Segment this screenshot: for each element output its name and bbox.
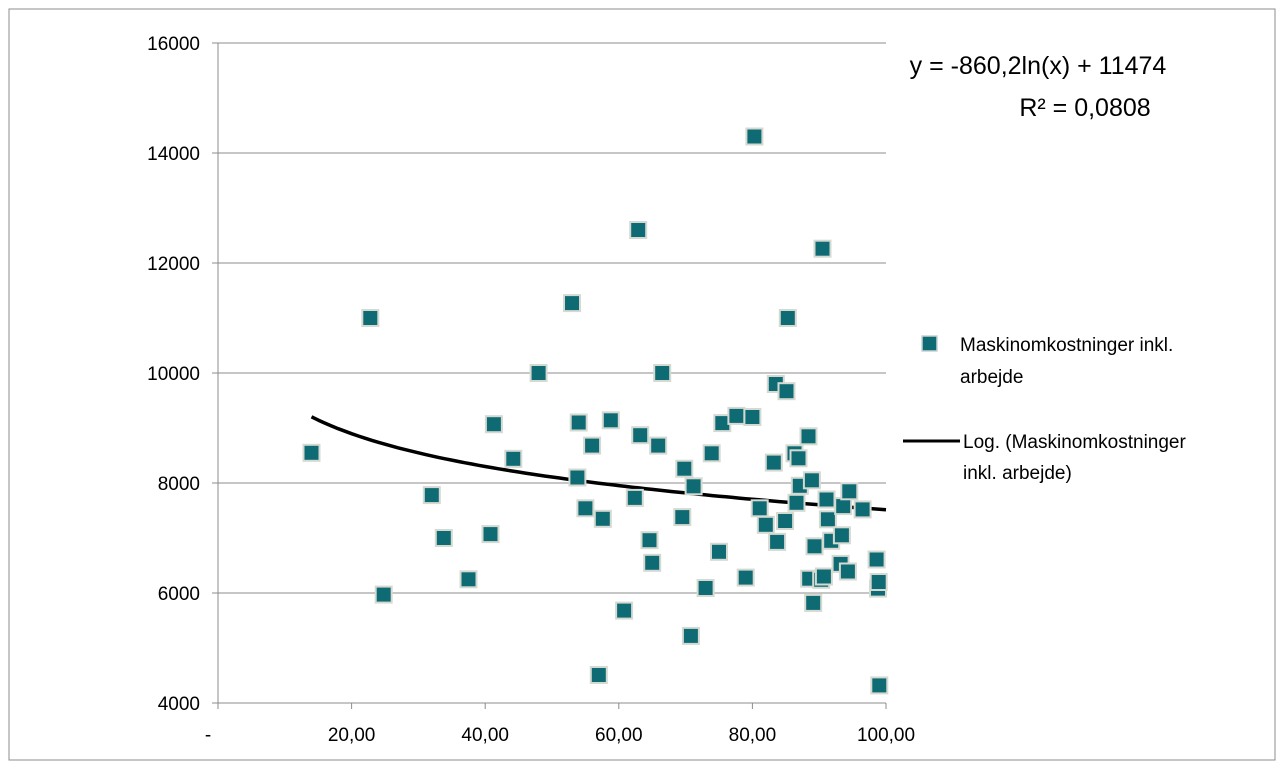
data-point bbox=[696, 579, 715, 597]
data-point bbox=[673, 508, 692, 527]
data-point bbox=[481, 525, 500, 544]
data-point bbox=[615, 601, 634, 620]
y-tick-label: 6000 bbox=[158, 584, 200, 605]
y-axis-ticks: 4000 6000 8000 10000 12000 14000 16000 bbox=[147, 34, 218, 715]
data-point bbox=[702, 444, 721, 463]
data-point bbox=[529, 364, 548, 382]
y-tick-label: 10000 bbox=[147, 364, 200, 385]
data-point bbox=[649, 436, 668, 455]
data-point bbox=[804, 593, 823, 612]
data-point bbox=[640, 531, 659, 550]
legend-label-scatter-line2: arbejde bbox=[960, 367, 1023, 388]
x-tick-label: 80,00 bbox=[729, 725, 777, 746]
gridlines bbox=[218, 42, 886, 594]
data-point bbox=[625, 488, 644, 507]
data-point bbox=[710, 542, 728, 561]
data-point bbox=[840, 482, 859, 501]
data-point bbox=[569, 413, 588, 432]
data-point bbox=[681, 626, 700, 645]
data-point bbox=[832, 526, 851, 545]
x-tick-label: - bbox=[205, 725, 211, 746]
data-point bbox=[374, 585, 393, 604]
y-tick-label: 8000 bbox=[158, 474, 200, 495]
data-point bbox=[302, 443, 321, 462]
data-point bbox=[745, 127, 764, 146]
data-point bbox=[799, 427, 818, 446]
data-point bbox=[504, 449, 523, 468]
data-point bbox=[817, 490, 836, 509]
x-tick-label: 60,00 bbox=[595, 725, 643, 746]
data-point bbox=[484, 415, 503, 434]
data-point bbox=[589, 666, 608, 684]
data-point bbox=[361, 309, 380, 327]
legend-label-trend-line2: inkl. arbejde) bbox=[963, 463, 1072, 484]
data-point bbox=[434, 529, 453, 547]
data-point bbox=[805, 537, 824, 556]
x-tick-label: 100,00 bbox=[857, 725, 915, 746]
data-point bbox=[736, 568, 755, 587]
data-point bbox=[869, 573, 888, 591]
data-point bbox=[778, 309, 797, 327]
data-point bbox=[601, 411, 620, 430]
data-point bbox=[750, 499, 769, 518]
legend-marker-scatter bbox=[921, 335, 938, 352]
y-tick-label: 14000 bbox=[147, 144, 200, 165]
data-point bbox=[768, 532, 787, 551]
data-point bbox=[568, 468, 587, 487]
data-point bbox=[814, 567, 833, 586]
chart-border bbox=[8, 8, 1276, 761]
y-tick-label: 16000 bbox=[147, 34, 200, 55]
data-point bbox=[818, 510, 837, 529]
data-point bbox=[777, 382, 796, 401]
data-point bbox=[838, 562, 857, 581]
legend-label-trend-line1: Log. (Maskinomkostninger bbox=[963, 432, 1186, 453]
x-axis-ticks: - 20,00 40,00 60,00 80,00 100,00 bbox=[205, 703, 915, 746]
data-point bbox=[802, 471, 821, 490]
trendline-r-squared: R² = 0,0808 bbox=[1019, 94, 1150, 122]
data-point bbox=[576, 499, 595, 518]
legend-label-scatter-line1: Maskinomkostninger inkl. bbox=[960, 335, 1173, 356]
y-tick-label: 12000 bbox=[147, 254, 200, 275]
data-point bbox=[422, 486, 441, 505]
data-point bbox=[727, 406, 746, 425]
data-point bbox=[684, 477, 703, 496]
legend: Maskinomkostninger inkl. arbejde Log. (M… bbox=[903, 335, 1186, 484]
data-points bbox=[302, 127, 889, 695]
data-point bbox=[459, 570, 478, 589]
data-point bbox=[563, 294, 581, 313]
data-point bbox=[764, 453, 783, 472]
data-point bbox=[789, 449, 808, 468]
data-point bbox=[870, 676, 889, 695]
data-point bbox=[756, 515, 775, 534]
y-tick-label: 4000 bbox=[158, 694, 200, 715]
data-point bbox=[593, 509, 612, 528]
data-point bbox=[776, 512, 795, 530]
data-point bbox=[643, 553, 662, 572]
data-point bbox=[675, 459, 694, 478]
data-point bbox=[867, 550, 886, 569]
data-point bbox=[813, 239, 832, 258]
data-point bbox=[787, 493, 806, 512]
data-point bbox=[653, 364, 672, 382]
data-point bbox=[629, 221, 648, 239]
data-point bbox=[853, 500, 872, 519]
x-tick-label: 20,00 bbox=[328, 725, 376, 746]
data-point bbox=[834, 497, 853, 516]
data-point bbox=[583, 436, 602, 455]
trendline-equation: y = -860,2ln(x) + 11474 bbox=[910, 52, 1167, 80]
x-tick-label: 40,00 bbox=[461, 725, 509, 746]
data-point bbox=[743, 408, 762, 426]
data-point bbox=[631, 426, 650, 445]
